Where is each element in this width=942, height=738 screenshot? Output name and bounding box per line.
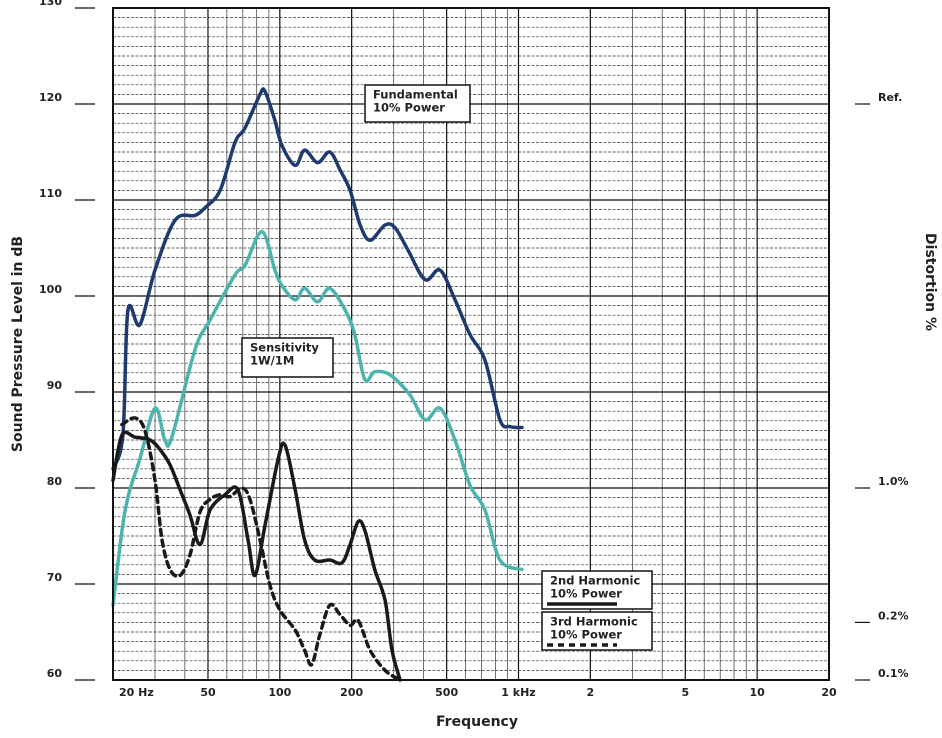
- legend-label: 1W/1M: [250, 354, 294, 368]
- series-line: [111, 87, 524, 471]
- legend-label: 2nd Harmonic: [550, 574, 640, 588]
- legend-label: 10% Power: [550, 587, 622, 601]
- y2-tick-label: 0.1%: [878, 667, 909, 680]
- x-tick-label: 50: [200, 686, 216, 699]
- y2-tick-label: Ref.: [878, 91, 902, 104]
- y2-axis-title: Distortion %: [922, 233, 938, 331]
- x-tick-label: 100: [268, 686, 291, 699]
- series-line: [120, 416, 402, 682]
- y-tick-label: 100: [39, 283, 62, 296]
- legend-label: 10% Power: [373, 101, 445, 115]
- legend-label: 10% Power: [550, 628, 622, 642]
- y-tick-label: 90: [47, 379, 63, 392]
- x-tick-label: 2: [587, 686, 595, 699]
- legend-box: [364, 84, 471, 123]
- legend-box: [241, 337, 334, 378]
- x-tick-label: 1 kHz: [501, 686, 535, 699]
- x-tick-label: 5: [681, 686, 689, 699]
- legend-label: Fundamental: [373, 88, 458, 102]
- x-tick-label: 10: [749, 686, 765, 699]
- y2-tick-label: 0.2%: [878, 609, 909, 622]
- x-axis-title: Frequency: [436, 714, 518, 730]
- x-tick-label: 200: [340, 686, 363, 699]
- y-axis-title: Sound Pressure Level in dB: [10, 236, 26, 452]
- y-tick-label: 120: [39, 91, 62, 104]
- legend-label: 3rd Harmonic: [550, 615, 638, 629]
- plot-frame: [112, 7, 830, 681]
- x-tick-label: 20 Hz: [119, 686, 154, 699]
- x-tick-label: 500: [435, 686, 458, 699]
- y2-tick-label: 1.0%: [878, 475, 909, 488]
- series-line: [111, 430, 402, 682]
- y-tick-label: 130: [39, 0, 62, 8]
- y-tick-label: 70: [47, 571, 63, 584]
- legend-label: Sensitivity: [250, 341, 319, 355]
- y-tick-label: 110: [39, 187, 62, 200]
- curves: [111, 87, 524, 682]
- grid: [112, 7, 830, 681]
- series-line: [111, 229, 524, 607]
- y-tick-label: 80: [47, 475, 63, 488]
- x-tick-label: 20: [821, 686, 837, 699]
- y-tick-label: 60: [47, 667, 63, 680]
